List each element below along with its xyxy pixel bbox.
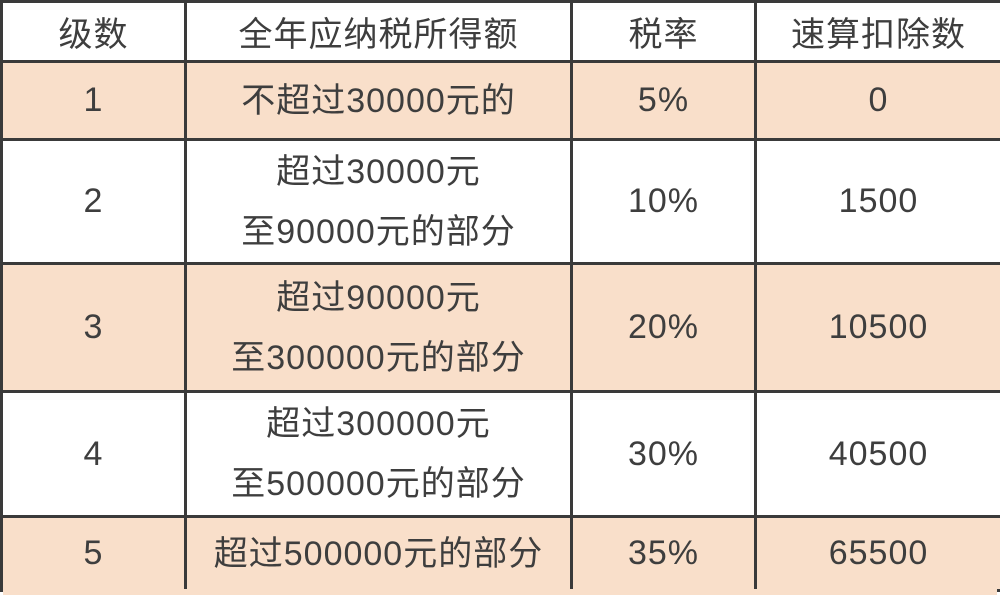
cell-level: 5 — [0, 515, 187, 592]
cell-deduction: 0 — [754, 60, 1000, 141]
income-line-1: 超过500000元的部分 — [213, 534, 544, 573]
cell-deduction: 40500 — [754, 390, 1000, 518]
cell-rate: 30% — [570, 390, 757, 518]
cell-deduction: 10500 — [754, 262, 1000, 393]
table-row: 1 不超过30000元的 5% 0 — [0, 60, 1000, 141]
cell-income: 超过90000元 至300000元的部分 — [184, 262, 573, 393]
bottom-edge-sliver — [3, 589, 997, 595]
cell-income: 超过500000元的部分 — [184, 515, 573, 592]
cell-level: 2 — [0, 138, 187, 265]
cell-level: 3 — [0, 262, 187, 393]
cell-deduction: 65500 — [754, 515, 1000, 592]
income-line-2: 至90000元的部分 — [241, 212, 516, 251]
cell-rate: 10% — [570, 138, 757, 265]
income-line-2: 至500000元的部分 — [231, 465, 526, 503]
col-header-income: 全年应纳税所得额 — [184, 0, 573, 63]
table-row: 2 超过30000元 至90000元的部分 10% 1500 — [0, 138, 1000, 265]
cell-income: 不超过30000元的 — [184, 60, 573, 141]
income-line-1: 超过30000元 — [276, 152, 481, 191]
cell-income: 超过30000元 至90000元的部分 — [184, 138, 573, 265]
cell-rate: 35% — [570, 515, 757, 592]
table-row: 4 超过300000元 至500000元的部分 30% 40500 — [0, 390, 1000, 518]
cell-level: 4 — [0, 390, 187, 518]
table-row: 3 超过90000元 至300000元的部分 20% 10500 — [0, 262, 1000, 393]
cell-deduction: 1500 — [754, 138, 1000, 265]
cell-income: 超过300000元 至500000元的部分 — [184, 390, 573, 518]
col-header-rate: 税率 — [570, 0, 757, 63]
income-line-1: 超过90000元 — [276, 278, 481, 317]
cell-rate: 20% — [570, 262, 757, 393]
col-header-deduction: 速算扣除数 — [754, 0, 1000, 63]
cell-level: 1 — [0, 60, 187, 141]
cell-rate: 5% — [570, 60, 757, 141]
income-line-1: 超过300000元 — [266, 405, 491, 443]
col-header-level: 级数 — [0, 0, 187, 63]
income-line-2: 至300000元的部分 — [231, 338, 526, 377]
header-row: 级数 全年应纳税所得额 税率 速算扣除数 — [0, 0, 1000, 63]
table-row: 5 超过500000元的部分 35% 65500 — [0, 515, 1000, 592]
income-line-1: 不超过30000元的 — [241, 81, 516, 120]
